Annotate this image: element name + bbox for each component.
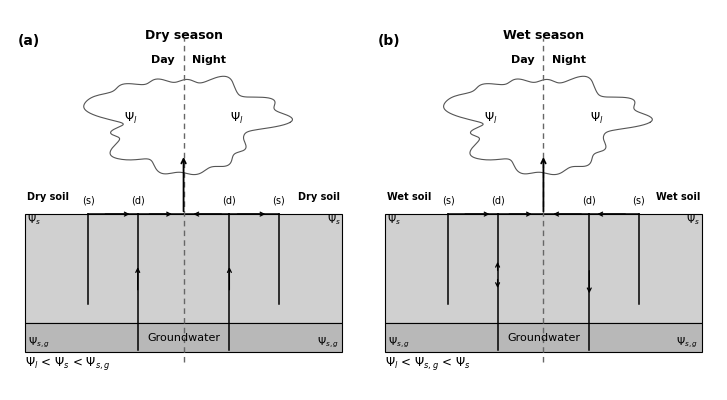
Text: Dry soil: Dry soil xyxy=(299,192,340,202)
Text: Day: Day xyxy=(151,56,174,66)
Bar xyxy=(385,324,702,352)
Text: (s): (s) xyxy=(273,195,285,205)
Text: (s): (s) xyxy=(82,195,95,205)
Text: $\Psi_s$: $\Psi_s$ xyxy=(387,213,401,227)
Text: Groundwater: Groundwater xyxy=(507,332,580,342)
Text: Dry season: Dry season xyxy=(145,29,222,42)
Bar xyxy=(25,324,342,352)
Text: $\Psi_s$: $\Psi_s$ xyxy=(326,213,340,227)
Text: (d): (d) xyxy=(222,195,236,205)
Text: $\Psi_{s,g}$: $\Psi_{s,g}$ xyxy=(28,335,51,350)
Text: (s): (s) xyxy=(442,195,454,205)
Text: $\Psi_l$ < $\Psi_{s,g}$ < $\Psi_s$: $\Psi_l$ < $\Psi_{s,g}$ < $\Psi_s$ xyxy=(385,356,470,372)
Text: $\Psi_s$: $\Psi_s$ xyxy=(27,213,41,227)
Text: $\Psi_l$: $\Psi_l$ xyxy=(483,111,497,126)
Text: Night: Night xyxy=(193,56,226,66)
Text: Wet soil: Wet soil xyxy=(387,192,431,202)
Text: Wet soil: Wet soil xyxy=(656,192,700,202)
Text: Dry soil: Dry soil xyxy=(27,192,68,202)
Text: (b): (b) xyxy=(378,34,401,48)
Text: (d): (d) xyxy=(131,195,145,205)
Bar xyxy=(385,214,702,324)
Text: Groundwater: Groundwater xyxy=(147,332,220,342)
Text: $\Psi_l$: $\Psi_l$ xyxy=(590,111,603,126)
Text: $\Psi_l$: $\Psi_l$ xyxy=(124,111,137,126)
Text: Wet season: Wet season xyxy=(503,29,584,42)
Text: (s): (s) xyxy=(632,195,645,205)
Text: $\Psi_l$ < $\Psi_s$ < $\Psi_{s,g}$: $\Psi_l$ < $\Psi_s$ < $\Psi_{s,g}$ xyxy=(25,356,111,372)
Text: (a): (a) xyxy=(18,34,40,48)
Text: Night: Night xyxy=(553,56,586,66)
Text: (d): (d) xyxy=(582,195,596,205)
Text: $\Psi_{s,g}$: $\Psi_{s,g}$ xyxy=(388,335,411,350)
Text: (d): (d) xyxy=(491,195,505,205)
Text: $\Psi_s$: $\Psi_s$ xyxy=(686,213,700,227)
Text: $\Psi_{s,g}$: $\Psi_{s,g}$ xyxy=(676,335,699,350)
Text: Day: Day xyxy=(511,56,534,66)
Text: $\Psi_l$: $\Psi_l$ xyxy=(230,111,244,126)
Text: $\Psi_{s,g}$: $\Psi_{s,g}$ xyxy=(316,335,339,350)
Bar xyxy=(25,214,342,324)
